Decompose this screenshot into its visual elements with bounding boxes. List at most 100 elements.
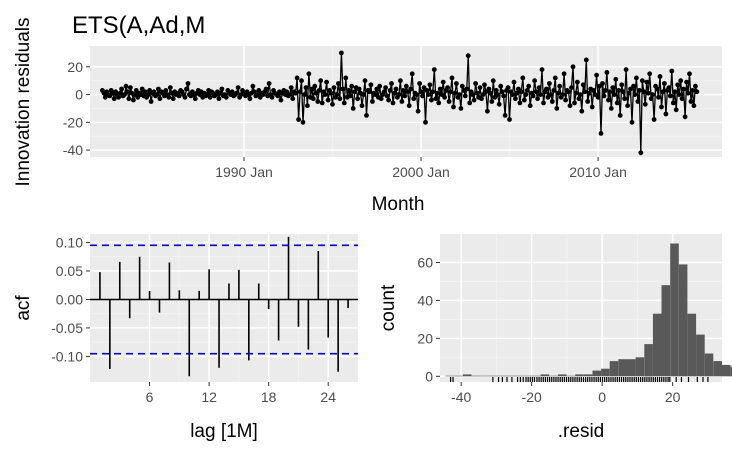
residual-point bbox=[131, 97, 136, 103]
residual-point bbox=[300, 119, 306, 125]
residual-point bbox=[306, 71, 312, 77]
residual-point bbox=[331, 85, 337, 90]
residual-point bbox=[684, 79, 689, 85]
residual-point bbox=[607, 89, 613, 95]
residual-point bbox=[505, 85, 511, 90]
residual-point bbox=[514, 90, 520, 96]
residual-point bbox=[176, 93, 182, 99]
residual-point bbox=[560, 92, 566, 97]
residual-point bbox=[521, 97, 527, 103]
residual-point bbox=[346, 88, 352, 93]
residual-point bbox=[299, 78, 304, 84]
residual-point bbox=[287, 92, 293, 97]
acf-y-tick-label: 0.00 bbox=[56, 291, 83, 307]
histogram-x-tick-label: -40 bbox=[451, 389, 471, 405]
residual-point bbox=[657, 74, 663, 79]
residual-point bbox=[337, 96, 343, 102]
residual-point bbox=[399, 99, 405, 104]
histogram-bar bbox=[445, 375, 455, 377]
residual-point bbox=[347, 93, 353, 99]
residual-point bbox=[293, 90, 298, 96]
residual-point bbox=[154, 92, 160, 97]
residual-point bbox=[526, 83, 532, 89]
residual-point bbox=[454, 81, 459, 86]
histogram-bar bbox=[635, 357, 645, 377]
residual-point bbox=[266, 81, 272, 86]
histogram-bar bbox=[652, 313, 662, 377]
acf-panel bbox=[90, 234, 358, 382]
residual-point bbox=[148, 99, 154, 104]
residual-point bbox=[448, 89, 453, 95]
residual-point bbox=[343, 75, 349, 81]
histogram-bar bbox=[713, 361, 722, 377]
residual-point bbox=[278, 97, 284, 103]
residual-point bbox=[368, 82, 374, 88]
histogram-bar bbox=[557, 374, 567, 377]
residual-point bbox=[384, 93, 390, 99]
residual-point bbox=[349, 83, 355, 89]
residual-point bbox=[606, 97, 611, 103]
residual-point bbox=[604, 70, 610, 75]
residual-point bbox=[473, 81, 478, 86]
histogram-bar bbox=[592, 370, 602, 377]
residual-point bbox=[167, 85, 173, 90]
histogram-bar bbox=[506, 375, 515, 377]
residual-point bbox=[430, 89, 436, 95]
residual-point bbox=[678, 78, 684, 84]
histogram-bar bbox=[532, 375, 541, 377]
residual-point bbox=[662, 81, 667, 86]
residual-point bbox=[436, 100, 442, 106]
residual-point bbox=[482, 82, 487, 88]
histogram-bar bbox=[471, 375, 481, 377]
residual-point bbox=[156, 86, 161, 92]
residual-point bbox=[549, 99, 555, 104]
residual-point bbox=[123, 83, 129, 89]
residual-point bbox=[434, 90, 440, 96]
residual-point bbox=[324, 79, 329, 85]
residual-point bbox=[595, 94, 601, 100]
histogram-y-tick-label: 20 bbox=[417, 330, 433, 346]
residual-point bbox=[294, 75, 300, 81]
residual-point bbox=[554, 106, 560, 111]
residual-point bbox=[420, 93, 425, 99]
residual-point bbox=[459, 83, 465, 89]
histogram-y-tick-label: 0 bbox=[425, 368, 433, 384]
residuals-x-axis-title: Month bbox=[372, 194, 425, 215]
residual-point bbox=[377, 83, 383, 89]
residual-point bbox=[620, 89, 626, 95]
residual-point bbox=[611, 92, 617, 97]
histogram-x-tick-label: 20 bbox=[665, 389, 681, 405]
residual-point bbox=[617, 113, 623, 118]
residual-point bbox=[601, 93, 607, 99]
residual-point bbox=[498, 83, 504, 89]
residual-point bbox=[216, 96, 222, 102]
residual-point bbox=[312, 83, 318, 89]
residual-point bbox=[614, 100, 620, 106]
residual-point bbox=[648, 96, 654, 102]
residual-point bbox=[694, 89, 700, 95]
residual-point bbox=[586, 90, 592, 96]
histogram-bar bbox=[670, 243, 679, 377]
residual-point bbox=[418, 89, 424, 95]
residual-point bbox=[608, 106, 614, 111]
histogram-bar bbox=[575, 374, 584, 377]
residual-point bbox=[613, 76, 619, 82]
histogram-y-axis-title: count bbox=[378, 284, 399, 331]
residual-point bbox=[322, 92, 328, 97]
residual-point bbox=[339, 50, 344, 56]
residual-point bbox=[474, 90, 480, 96]
residual-point bbox=[406, 103, 412, 109]
residual-point bbox=[637, 88, 642, 93]
residual-point bbox=[485, 108, 490, 114]
histogram-bar bbox=[583, 374, 593, 377]
residual-point bbox=[119, 86, 124, 92]
residual-point bbox=[423, 119, 428, 125]
histogram-bar bbox=[730, 366, 732, 377]
residuals-y-tick-label: 0 bbox=[75, 87, 83, 103]
residual-point bbox=[576, 96, 582, 102]
residual-point bbox=[184, 86, 189, 92]
residual-point bbox=[591, 88, 596, 93]
residual-point bbox=[530, 93, 536, 99]
residual-point bbox=[631, 83, 636, 89]
residual-point bbox=[672, 89, 678, 95]
